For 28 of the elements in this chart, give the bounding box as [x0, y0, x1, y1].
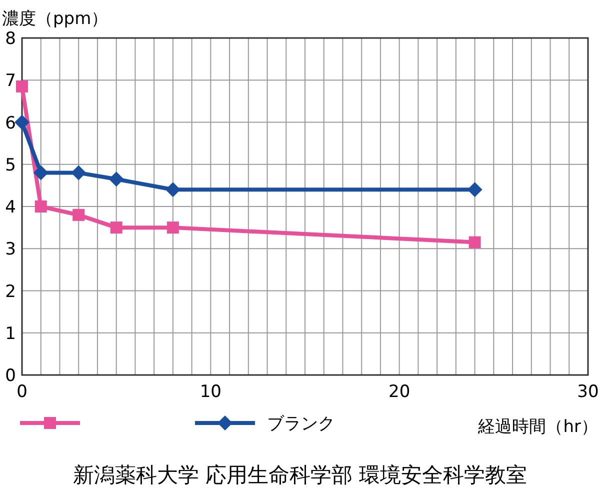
- point: [110, 222, 122, 234]
- x-tick-label: 30: [577, 382, 599, 402]
- y-tick-label: 3: [5, 240, 16, 260]
- point: [166, 222, 179, 234]
- y-tick-label: 6: [5, 113, 16, 134]
- y-tick-label: 4: [5, 198, 16, 218]
- y-tick-label: 0: [5, 366, 16, 386]
- y-tick-label: 1: [5, 324, 16, 344]
- x-axis-title: 経過時間（hr）: [477, 417, 598, 437]
- point: [71, 165, 86, 180]
- text: 新潟薬科大学 応用生命科学部 環境安全科学教室: [72, 463, 528, 487]
- point: [108, 172, 124, 187]
- y-tick-label: 8: [5, 29, 16, 49]
- point: [33, 165, 48, 180]
- y-tick-label: 2: [5, 282, 16, 302]
- x-tick-label: 10: [200, 382, 222, 402]
- point: [14, 114, 30, 130]
- x-tick-label: 20: [388, 382, 410, 402]
- point: [467, 182, 482, 198]
- legend-label: ブランク: [267, 414, 335, 434]
- point: [165, 182, 180, 198]
- y-axis-title: 濃度（ppm）: [2, 9, 108, 29]
- point: [468, 236, 481, 248]
- point: [16, 80, 28, 92]
- y-tick-label: 7: [5, 71, 16, 92]
- y-tick-label: 5: [5, 155, 16, 176]
- point: [72, 208, 85, 221]
- point: [34, 200, 47, 212]
